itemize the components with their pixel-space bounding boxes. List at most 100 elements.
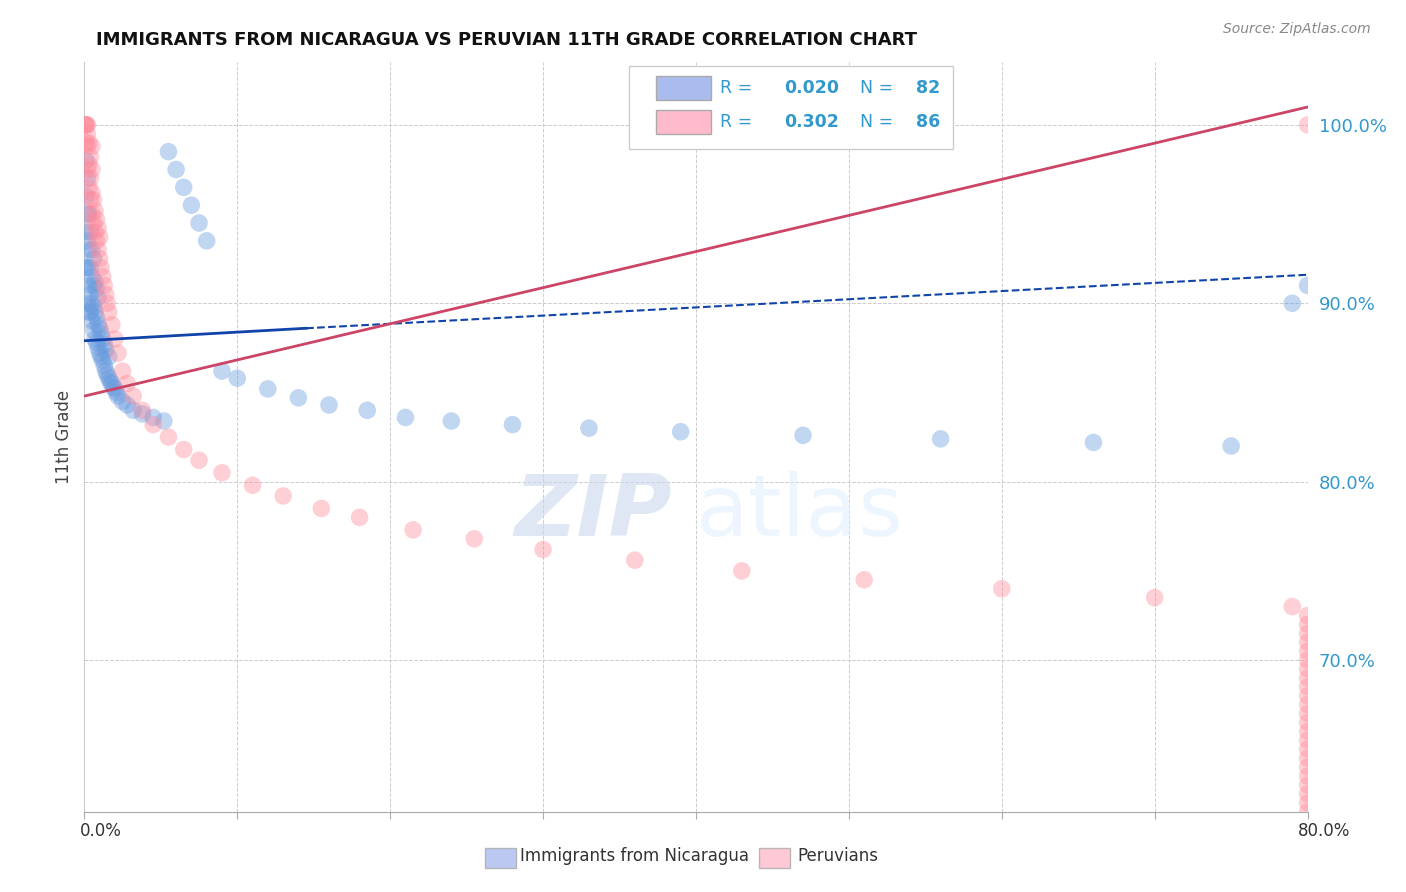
- Text: IMMIGRANTS FROM NICARAGUA VS PERUVIAN 11TH GRADE CORRELATION CHART: IMMIGRANTS FROM NICARAGUA VS PERUVIAN 11…: [96, 31, 917, 49]
- Text: R =: R =: [720, 112, 758, 130]
- Point: [211, 466, 233, 480]
- FancyBboxPatch shape: [628, 66, 953, 149]
- Point: [271, 489, 294, 503]
- Point: [97, 350, 120, 364]
- Point: [103, 380, 125, 394]
- Point: [75, 225, 97, 239]
- Point: [122, 403, 145, 417]
- Point: [79, 193, 101, 207]
- Point: [1296, 769, 1319, 783]
- Point: [1281, 599, 1303, 614]
- Point: [76, 171, 98, 186]
- Point: [1296, 635, 1319, 649]
- Point: [853, 573, 876, 587]
- Point: [578, 421, 600, 435]
- Point: [107, 389, 129, 403]
- Point: [76, 127, 98, 141]
- Point: [115, 376, 138, 391]
- Point: [93, 359, 115, 373]
- Point: [349, 510, 371, 524]
- Point: [1296, 698, 1319, 712]
- Text: R =: R =: [720, 78, 758, 97]
- Text: ZIP: ZIP: [513, 470, 672, 554]
- Point: [111, 394, 134, 409]
- Point: [75, 118, 97, 132]
- Point: [1296, 814, 1319, 828]
- Point: [87, 318, 110, 332]
- Point: [94, 343, 117, 357]
- Point: [111, 364, 134, 378]
- Point: [287, 391, 309, 405]
- Point: [75, 118, 97, 132]
- Text: 0.302: 0.302: [785, 112, 839, 130]
- Point: [1296, 653, 1319, 667]
- Text: Immigrants from Nicaragua: Immigrants from Nicaragua: [520, 847, 749, 865]
- Point: [91, 269, 114, 284]
- Point: [93, 278, 115, 293]
- Point: [318, 398, 340, 412]
- Point: [86, 212, 108, 227]
- Point: [84, 203, 107, 218]
- Point: [84, 275, 107, 289]
- Point: [257, 382, 280, 396]
- Point: [1220, 439, 1243, 453]
- Point: [77, 180, 100, 194]
- Point: [356, 403, 378, 417]
- Text: atlas: atlas: [696, 470, 904, 554]
- Text: 82: 82: [917, 78, 941, 97]
- Point: [76, 118, 98, 132]
- Point: [84, 305, 107, 319]
- Point: [731, 564, 754, 578]
- Point: [1296, 760, 1319, 774]
- Point: [79, 287, 101, 301]
- Point: [79, 150, 101, 164]
- Point: [79, 260, 101, 275]
- Point: [105, 385, 128, 400]
- Point: [1296, 278, 1319, 293]
- Point: [80, 207, 103, 221]
- Point: [188, 453, 211, 467]
- Text: Source: ZipAtlas.com: Source: ZipAtlas.com: [1223, 22, 1371, 37]
- Point: [83, 300, 105, 314]
- Point: [89, 252, 111, 266]
- Point: [104, 332, 127, 346]
- Point: [107, 346, 129, 360]
- Point: [90, 350, 112, 364]
- Point: [165, 162, 187, 177]
- Point: [1296, 662, 1319, 676]
- Point: [1296, 644, 1319, 658]
- Point: [1296, 626, 1319, 640]
- Y-axis label: 11th Grade: 11th Grade: [55, 390, 73, 484]
- Point: [1143, 591, 1166, 605]
- Point: [226, 371, 249, 385]
- Point: [77, 243, 100, 257]
- Point: [97, 371, 120, 385]
- Point: [173, 180, 195, 194]
- FancyBboxPatch shape: [655, 76, 710, 100]
- Point: [1296, 778, 1319, 792]
- Point: [101, 376, 124, 391]
- Point: [463, 532, 485, 546]
- Point: [86, 282, 108, 296]
- Point: [153, 414, 176, 428]
- Point: [80, 314, 103, 328]
- Point: [440, 414, 463, 428]
- Point: [195, 234, 218, 248]
- Point: [1296, 787, 1319, 801]
- Point: [624, 553, 647, 567]
- Point: [76, 139, 98, 153]
- Point: [87, 221, 110, 235]
- Point: [96, 368, 118, 382]
- Point: [80, 186, 103, 200]
- Point: [96, 296, 118, 310]
- Point: [86, 310, 108, 325]
- FancyBboxPatch shape: [655, 110, 710, 134]
- Point: [79, 225, 101, 239]
- Text: 80.0%: 80.0%: [1298, 822, 1351, 840]
- Point: [94, 287, 117, 301]
- Point: [101, 318, 124, 332]
- Point: [83, 278, 105, 293]
- Point: [89, 346, 111, 360]
- Point: [87, 291, 110, 305]
- Point: [77, 207, 100, 221]
